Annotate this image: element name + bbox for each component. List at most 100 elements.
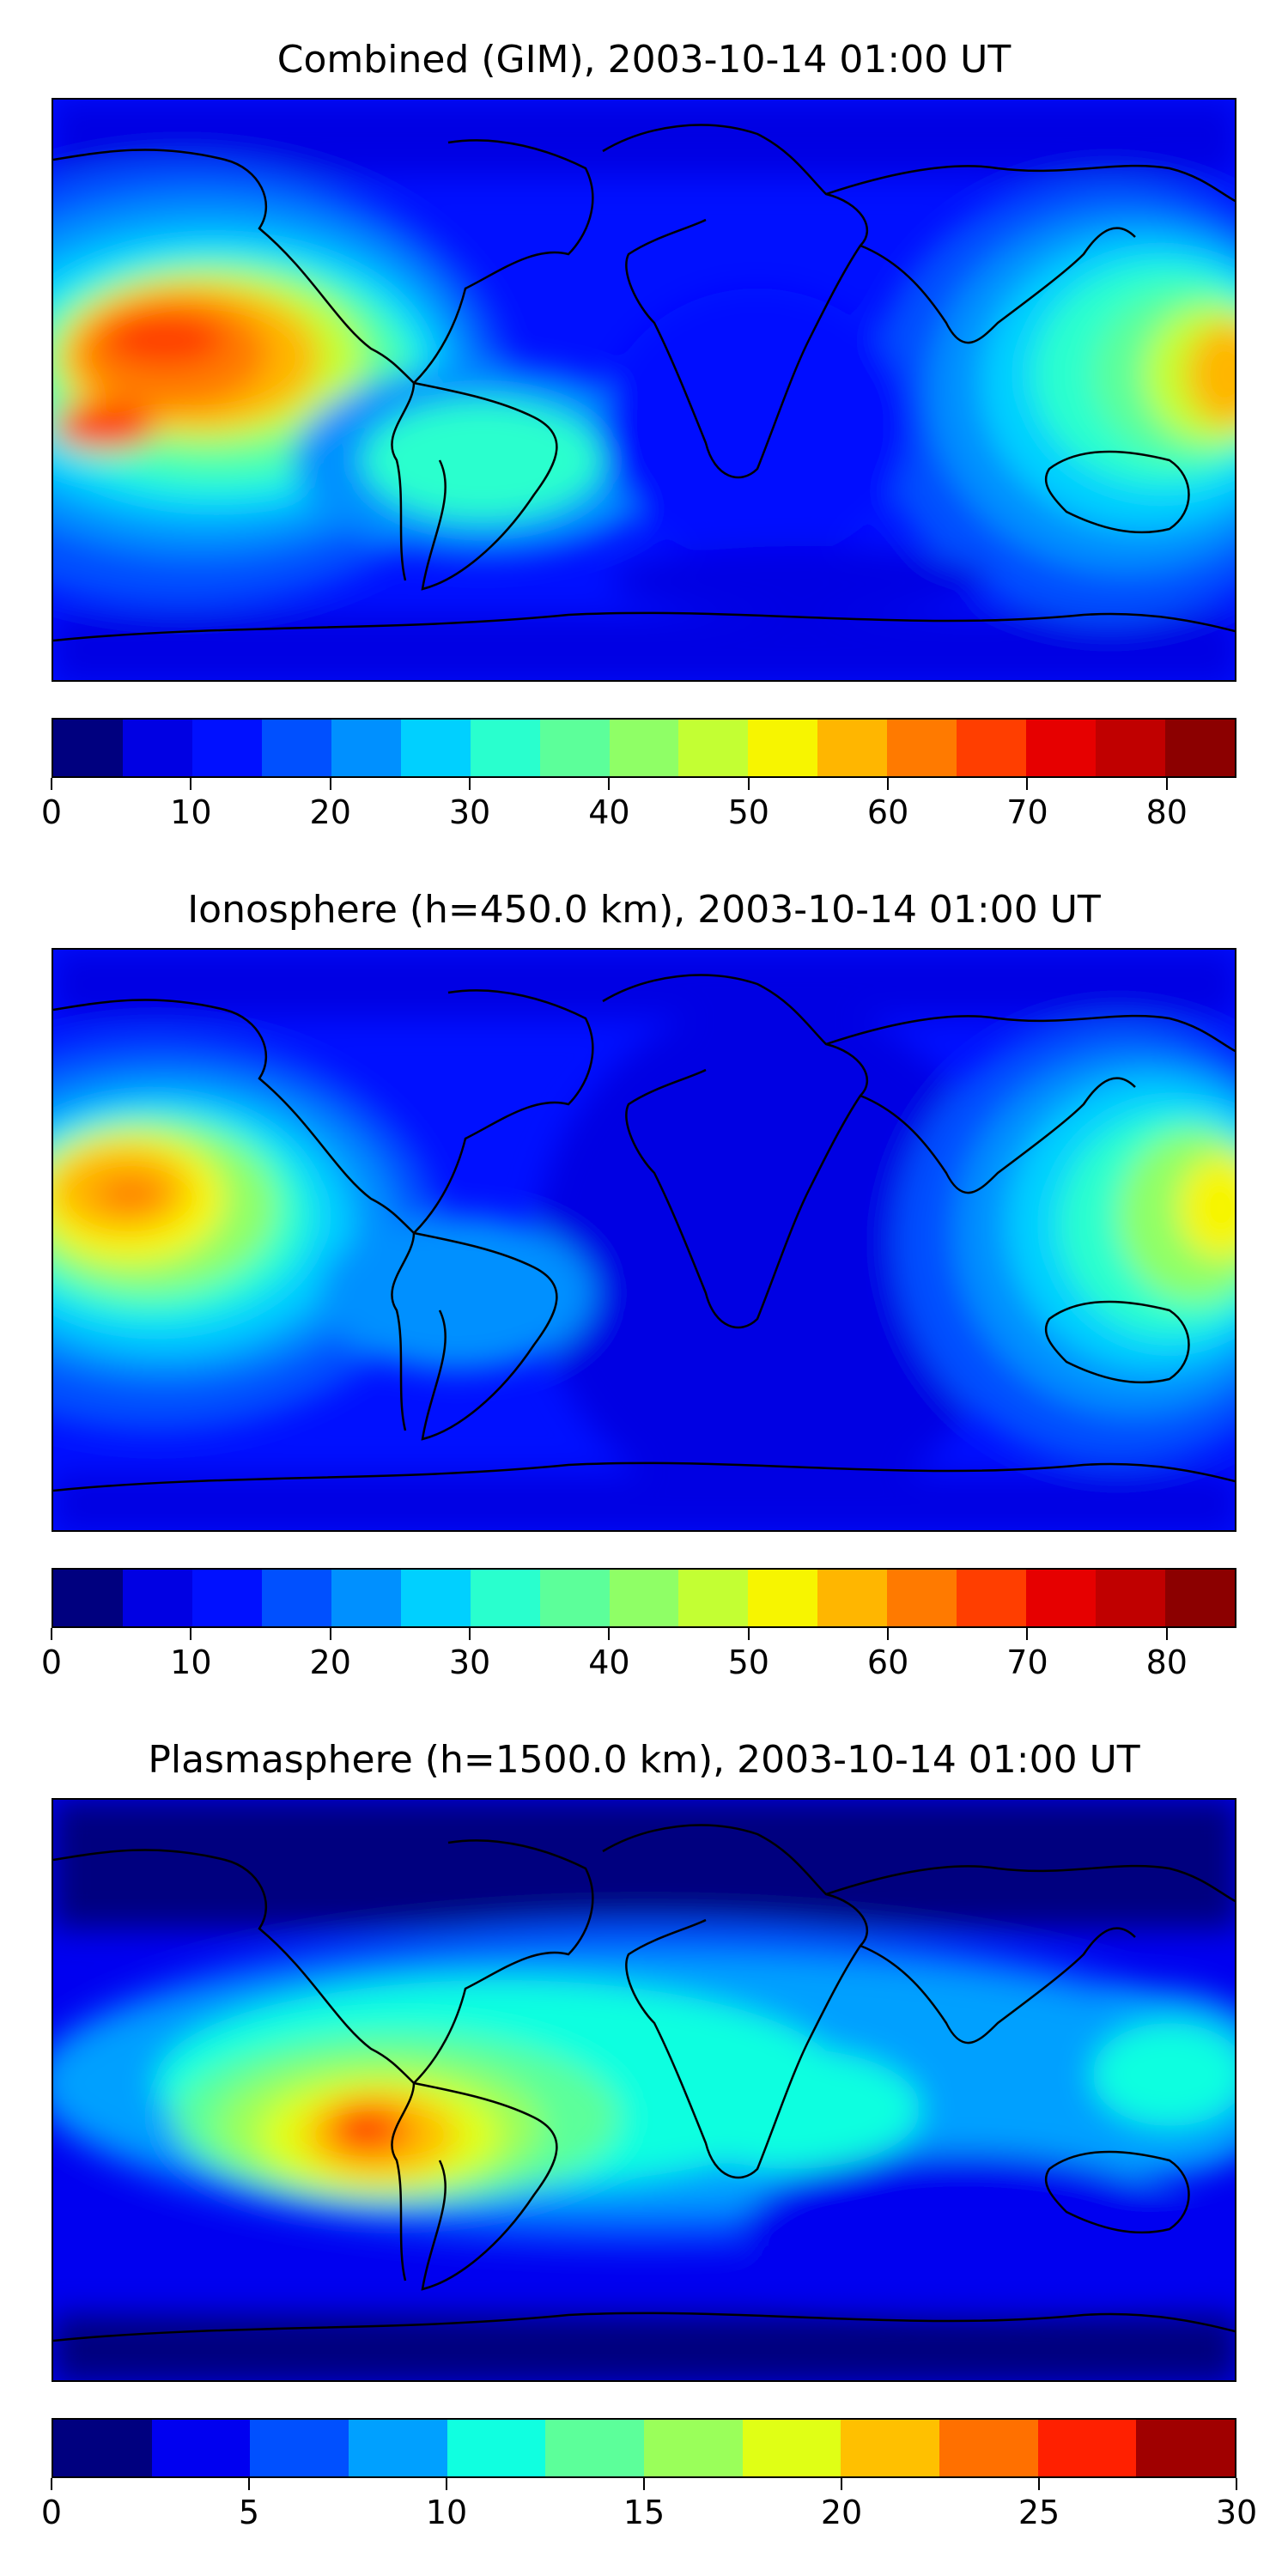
americas-west-coast	[53, 1849, 416, 2281]
colorbar-segment	[957, 1570, 1027, 1626]
colorbar-tick-mark	[248, 2478, 250, 2490]
colorbar-ticks: 0 10 20 30 40 50 60 70 80	[41, 778, 1236, 831]
colorbar-segment	[447, 2420, 546, 2476]
colorbar-tick-label: 25	[1018, 2494, 1060, 2531]
antarctica	[53, 611, 1235, 642]
south-asia	[860, 1077, 1136, 1194]
contour-asia-7	[1187, 323, 1235, 426]
europe-africa	[602, 974, 869, 1329]
colorbar-segment	[470, 1570, 540, 1626]
colorbar-ticks: 0 10 20 30 40 50 60 70 80	[41, 1628, 1236, 1681]
colorbar-tick-label: 50	[727, 1643, 769, 1681]
colorbar-tick-label: 60	[866, 793, 909, 831]
coastlines	[53, 1824, 1235, 2342]
colorbar-segment	[748, 720, 818, 776]
south-america	[413, 1231, 558, 1441]
colorbar-segment	[939, 2420, 1038, 2476]
colorbar-segment	[678, 1570, 749, 1626]
colorbar-segment	[151, 2420, 251, 2476]
colorbar-tick-mark	[1026, 1628, 1029, 1640]
colorbar-tick-label: 40	[588, 793, 630, 831]
polar-south-band	[53, 615, 1235, 680]
colorbar-tick-mark	[643, 2478, 645, 2490]
contour-asia-6	[1178, 1156, 1235, 1259]
colorbar-segment	[1026, 720, 1097, 776]
colorbar	[52, 718, 1236, 778]
colorbar-segment	[1037, 2420, 1137, 2476]
colorbar-segment	[539, 720, 610, 776]
colorbar-tick-mark	[329, 778, 331, 790]
americas-west-coast	[53, 999, 416, 1431]
antarctica	[53, 1461, 1235, 1492]
colorbar-segment	[122, 1570, 192, 1626]
colorbar-segment	[644, 2420, 743, 2476]
colorbar-tick-label: 70	[1006, 1643, 1048, 1681]
colorbar-tick-mark	[747, 1628, 750, 1640]
polar-south-band	[53, 1473, 1235, 1530]
colorbar-tick-label: 30	[448, 1643, 491, 1681]
colorbar-segment	[349, 2420, 447, 2476]
colorbar-tick-mark	[51, 2478, 52, 2490]
colorbar-tick-label: 10	[425, 2494, 468, 2531]
colorbar-segment	[1165, 1570, 1235, 1626]
colorbar-segment	[1136, 2420, 1236, 2476]
colorbar-tick-mark	[747, 778, 750, 790]
tec-contour-map	[53, 950, 1235, 1530]
colorbar-tick-label: 70	[1006, 793, 1048, 831]
colorbar-segment	[817, 720, 888, 776]
colorbar-tick-label: 5	[238, 2494, 260, 2531]
australia	[1044, 1300, 1190, 1384]
asia-north	[825, 1014, 1235, 1053]
europe-africa	[602, 1824, 869, 2179]
colorbar-tick-label: 0	[40, 1643, 63, 1681]
colorbar-segment	[817, 1570, 888, 1626]
australia	[1044, 2150, 1190, 2234]
colorbar-segment	[957, 720, 1027, 776]
colorbar-segment	[841, 2420, 940, 2476]
colorbar-tick-label: 15	[623, 2494, 665, 2531]
colorbar-tick-mark	[1165, 1628, 1168, 1640]
colorbar-tick-label: 0	[40, 2494, 63, 2531]
panel-title: Combined (GIM), 2003-10-14 01:00 UT	[276, 38, 1012, 82]
colorbar-tick-label: 20	[309, 793, 351, 831]
colorbar-tick-mark	[608, 778, 611, 790]
colorbar-tick-mark	[1165, 778, 1168, 790]
colorbar-segment	[1026, 1570, 1097, 1626]
north-america-east	[413, 989, 594, 1234]
north-america-east	[413, 1839, 594, 2084]
colorbar-segment	[400, 720, 471, 776]
contour-pacific-10	[53, 402, 156, 450]
contour-samerica-2	[362, 400, 603, 520]
colorbar-tick-label: 80	[1145, 1643, 1188, 1681]
asia-north	[825, 164, 1235, 203]
colorbar-tick-mark	[190, 778, 192, 790]
contour-africa-1	[663, 2049, 920, 2169]
colorbar-tick-mark	[841, 2478, 842, 2490]
coastlines	[53, 124, 1235, 642]
colorbar-segment	[545, 2420, 645, 2476]
colorbar-segment	[748, 1570, 818, 1626]
contour-africa-low	[603, 289, 912, 563]
tec-contour-map	[53, 100, 1235, 680]
polar-north-band	[53, 1800, 1235, 1929]
colorbar-segment	[53, 2420, 152, 2476]
colorbar-tick-label: 30	[1215, 2494, 1258, 2531]
tec-contour-map	[53, 1800, 1235, 2380]
colorbar-segment	[331, 720, 401, 776]
colorbar-segment	[470, 720, 540, 776]
colorbar-tick-label: 80	[1145, 793, 1188, 831]
south-asia	[860, 1927, 1136, 2044]
polar-south-band	[53, 2315, 1235, 2380]
panel-title: Ionosphere (h=450.0 km), 2003-10-14 01:0…	[187, 888, 1101, 932]
colorbar-segment	[53, 1570, 123, 1626]
north-america-east	[413, 139, 594, 384]
australia	[1044, 450, 1190, 534]
colorbar-tick-label: 60	[866, 1643, 909, 1681]
colorbar-segment	[539, 1570, 610, 1626]
map-combined	[52, 98, 1236, 682]
colorbar-tick-label: 50	[727, 793, 769, 831]
contour-pacific-8	[96, 1177, 165, 1212]
contour-pacific-9	[105, 314, 225, 366]
colorbar-segment	[122, 720, 192, 776]
